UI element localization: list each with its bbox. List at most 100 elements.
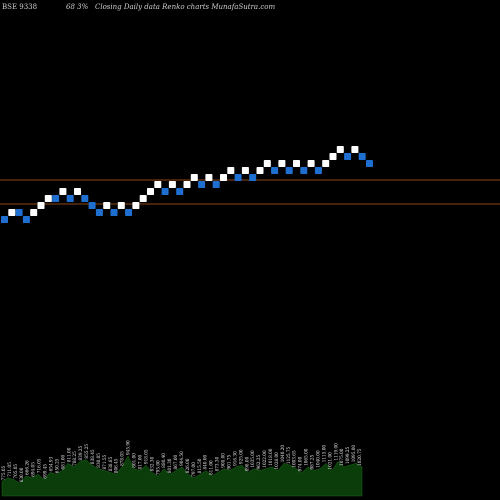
volume-label: 705.05 — [13, 464, 18, 479]
renko-brick-down — [81, 195, 89, 202]
volume-label: 801.30 — [167, 458, 172, 473]
renko-brick-up — [147, 188, 154, 195]
volume-label: 962.25 — [256, 455, 261, 470]
renko-brick-up — [103, 202, 111, 209]
volume-label: 1018.00 — [268, 448, 273, 466]
renko-brick-down — [212, 181, 220, 188]
renko-brick-down — [1, 216, 8, 223]
renko-brick-up — [263, 160, 271, 167]
volume-label: 1020.75 — [357, 448, 362, 466]
renko-brick-down — [95, 209, 103, 216]
volume-label: 1028.00 — [274, 452, 279, 470]
stock-symbol: BSE 9338 — [2, 3, 38, 11]
renko-brick-up — [256, 167, 264, 174]
volume-label: 699.45 — [43, 464, 48, 479]
volume-label: 945.90 — [126, 440, 131, 455]
renko-brick-up — [278, 160, 286, 167]
volume-label: 974.00 — [298, 456, 303, 471]
renko-brick-up — [205, 174, 213, 181]
renko-brick-down — [22, 216, 30, 223]
renko-brick-down — [52, 195, 60, 202]
volume-label: 817.00 — [138, 455, 143, 470]
volume-label: 811.00 — [209, 460, 214, 475]
renko-brick-up — [329, 153, 337, 160]
renko-brick-down — [249, 174, 257, 181]
renko-brick-up — [74, 188, 81, 195]
volume-label: 711.05 — [7, 462, 12, 477]
renko-brick-up — [307, 160, 315, 167]
volume-label: 1125.75 — [286, 446, 291, 464]
volume-label: 826.00 — [185, 458, 190, 473]
renko-brick-up — [183, 181, 191, 188]
renko-brick-up — [293, 160, 300, 167]
volume-label: 630.00 — [19, 467, 24, 482]
renko-brick-down — [300, 167, 308, 174]
volume-label: 1065.00 — [304, 448, 309, 466]
volume-label: 1021.00 — [327, 452, 332, 470]
volume-label: 795.00 — [155, 460, 160, 475]
renko-brick-up — [139, 195, 147, 202]
volume-label: 867.00 — [173, 455, 178, 470]
renko-brick-down — [198, 181, 206, 188]
chart-caption: Closing Daily data Renko charts MunafaSu… — [95, 3, 276, 11]
renko-brick-up — [37, 202, 45, 209]
volume-label: 880.40 — [161, 453, 166, 468]
volume-label: 1040.00 — [316, 450, 321, 468]
renko-brick-up — [336, 146, 344, 153]
volume-label: 815.50 — [197, 458, 202, 473]
volume-labels: 775.05 711.05 705.05 630.00 666.26 694.05 716.… — [1, 440, 362, 482]
renko-brick-down — [161, 188, 169, 195]
volume-label: 904.50 — [179, 451, 184, 466]
renko-brick-up — [117, 202, 125, 209]
volume-label: 908.00 — [221, 453, 226, 468]
renko-brick-up — [190, 174, 198, 181]
renko-brick-up — [154, 181, 162, 188]
volume-label: 666.26 — [25, 460, 30, 475]
renko-brick-down — [271, 167, 279, 174]
volume-label: 716.05 — [37, 458, 42, 473]
volume-area — [1, 455, 363, 497]
renko-bricks — [1, 146, 373, 223]
price-change: 68 3% — [66, 3, 89, 11]
volume-label: 788.25 — [72, 451, 77, 466]
renko-brick-up — [322, 160, 330, 167]
renko-brick-down — [344, 153, 352, 160]
renko-brick-down — [366, 160, 373, 167]
renko-brick-down — [110, 209, 118, 216]
volume-label: 1115.00 — [321, 445, 326, 463]
renko-brick-down — [125, 209, 133, 216]
renko-brick-down — [358, 153, 366, 160]
volume-label: 775.05 — [1, 466, 6, 481]
renko-brick-up — [59, 188, 67, 195]
renko-brick-down — [234, 174, 242, 181]
volume-label: 806.45 — [114, 458, 119, 473]
volume-label: 871.55 — [102, 455, 107, 470]
volume-label: 1095.00 — [351, 445, 356, 463]
renko-brick-up — [351, 146, 359, 153]
renko-brick-down — [66, 195, 74, 202]
volume-label: 797.00 — [191, 462, 196, 477]
volume-label: 1035.00 — [250, 450, 255, 468]
renko-brick-up — [168, 181, 176, 188]
volume-label: 1022.00 — [262, 450, 267, 468]
volume-label: 832.30 — [149, 456, 154, 471]
volume-label: 838.85 — [108, 456, 113, 471]
renko-brick-up — [132, 202, 140, 209]
renko-brick-down — [88, 202, 96, 209]
volume-label: 1099.25 — [345, 446, 350, 464]
volume-label: 1003.65 — [292, 450, 297, 468]
volume-label: 840.00 — [203, 455, 208, 470]
renko-brick-up — [220, 174, 227, 181]
volume-label: 830.05 — [96, 453, 101, 468]
volume-label: 987.25 — [310, 455, 315, 470]
renko-brick-down — [314, 167, 322, 174]
renko-brick-down — [176, 188, 184, 195]
volume-label: 878.05 — [120, 451, 125, 466]
volume-label: 838.45 — [90, 449, 95, 464]
volume-panel — [1, 455, 363, 497]
renko-brick-up — [30, 209, 38, 216]
renko-brick-down — [285, 167, 293, 174]
renko-brick-up — [8, 209, 16, 216]
